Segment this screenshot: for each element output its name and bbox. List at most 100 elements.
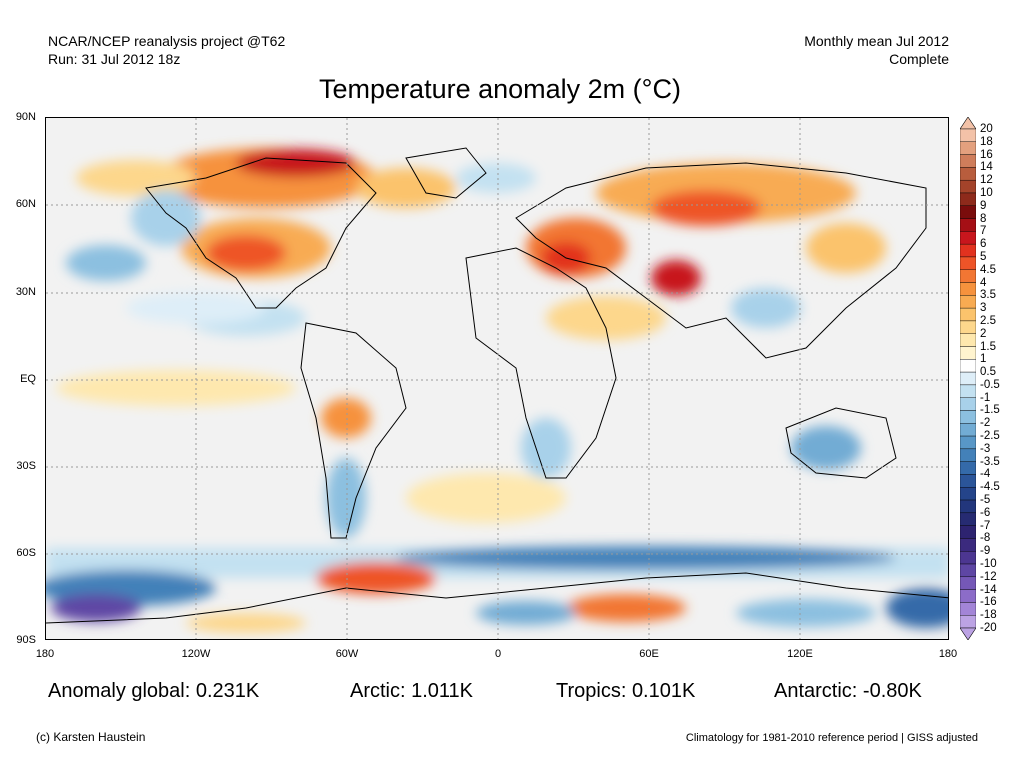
colorbar-tick-label: 10 [980, 186, 993, 199]
colorbar-swatch [960, 231, 976, 245]
colorbar-swatch [960, 243, 976, 258]
colorbar-swatch [960, 179, 976, 194]
colorbar-tick-label: 8 [980, 212, 987, 225]
colorbar-tick-label: -6 [980, 506, 991, 519]
colorbar-swatch [960, 474, 976, 488]
colorbar-swatch [960, 269, 976, 283]
colorbar [960, 117, 976, 640]
antarctic-anomaly: Antarctic: -0.80K [774, 680, 922, 702]
lon-label-120e: 120E [787, 648, 813, 660]
colorbar-swatch [960, 615, 976, 629]
colorbar-tick-label: 2 [980, 327, 987, 340]
colorbar-top-arrow [960, 117, 976, 130]
colorbar-swatch [960, 589, 976, 603]
lat-label-60s: 60S [16, 547, 36, 559]
colorbar-tick-label: 1.5 [980, 340, 996, 353]
colorbar-swatch [960, 128, 976, 142]
colorbar-tick-label: -4.5 [980, 481, 1000, 494]
colorbar-tick-label: 16 [980, 148, 993, 161]
colorbar-swatch [960, 346, 976, 360]
graticule [46, 118, 948, 639]
colorbar-tick-label: 18 [980, 135, 993, 148]
lon-label-120w: 120W [181, 648, 211, 660]
colorbar-tick-label: 1 [980, 353, 987, 366]
status-label: Complete [889, 51, 949, 67]
colorbar-swatch [960, 525, 976, 539]
map-title: Temperature anomaly 2m (°C) [319, 74, 681, 104]
anomaly-map [45, 117, 949, 640]
colorbar-tick-label: -12 [980, 570, 997, 583]
colorbar-tick-label: -1 [980, 391, 991, 404]
colorbar-swatch [960, 307, 976, 322]
lon-label-60w: 60W [335, 648, 359, 660]
lat-label-60n: 60N [15, 198, 36, 210]
header-right: Monthly mean Jul 2012 Complete [804, 32, 949, 68]
colorbar-swatch [960, 397, 976, 411]
tropics-anomaly: Tropics: 0.101K [556, 680, 696, 702]
colorbar-swatch [960, 141, 976, 155]
lat-label-eq: EQ [20, 373, 36, 385]
colorbar-tick-label: -8 [980, 532, 991, 545]
period-label: Monthly mean Jul 2012 [804, 33, 949, 49]
colorbar-swatch [960, 563, 976, 578]
colorbar-bottom-arrow [960, 627, 976, 640]
colorbar-tick-label: 3 [980, 302, 987, 315]
colorbar-tick-label: -16 [980, 596, 997, 609]
map-graphics [46, 118, 948, 639]
colorbar-tick-label: 5 [980, 250, 987, 263]
colorbar-swatch [960, 205, 976, 219]
colorbar-swatch [960, 384, 976, 398]
colorbar-swatch [960, 218, 976, 232]
colorbar-swatch [960, 192, 976, 206]
colorbar-tick-label: 3.5 [980, 289, 996, 302]
colorbar-swatch [960, 538, 976, 552]
lon-label-0: 0 [494, 648, 502, 660]
colorbar-tick-label: -2 [980, 417, 991, 430]
colorbar-tick-label: 2.5 [980, 314, 996, 327]
colorbar-tick-label: 0.5 [980, 366, 996, 379]
colorbar-swatch [960, 371, 976, 386]
colorbar-swatch [960, 461, 976, 475]
colorbar-swatch [960, 435, 976, 450]
colorbar-tick-label: -9 [980, 545, 991, 558]
colorbar-tick-label: -4 [980, 468, 991, 481]
colorbar-tick-label: -2.5 [980, 430, 1000, 443]
anomaly-shading [46, 148, 948, 633]
colorbar-swatch [960, 282, 976, 296]
colorbar-tick-label: 12 [980, 174, 993, 187]
colorbar-tick-label: -3.5 [980, 455, 1000, 468]
colorbar-swatch [960, 320, 976, 334]
colorbar-tick-label: 4.5 [980, 263, 996, 276]
colorbar-tick-label: -7 [980, 519, 991, 532]
lat-label-90n: 90N [15, 111, 36, 123]
colorbar-tick-label: -14 [980, 583, 997, 596]
colorbar-swatch [960, 256, 976, 270]
run-label: Run: 31 Jul 2012 18z [48, 51, 181, 67]
model-label: NCAR/NCEP reanalysis project @T62 [48, 33, 286, 49]
colorbar-tick-label: -3 [980, 442, 991, 455]
colorbar-swatch [960, 551, 976, 565]
colorbar-swatch [960, 423, 976, 437]
colorbar-tick-label: 4 [980, 276, 987, 289]
colorbar-swatch [960, 499, 976, 514]
colorbar-tick-label: -18 [980, 609, 997, 622]
colorbar-swatch [960, 154, 976, 168]
global-anomaly: Anomaly global: 0.231K [48, 680, 260, 702]
coastlines [46, 147, 948, 624]
lon-label-60e: 60E [639, 648, 659, 660]
arctic-anomaly: Arctic: 1.011K [350, 680, 474, 702]
colorbar-swatch [960, 487, 976, 501]
climatology-note: Climatology for 1981-2010 reference peri… [685, 732, 978, 744]
colorbar-tick-label: 9 [980, 199, 987, 212]
colorbar-swatch [960, 602, 976, 616]
colorbar-swatch [960, 167, 976, 181]
colorbar-tick-label: -20 [980, 622, 997, 634]
copyright: (c) Karsten Haustein [36, 730, 146, 744]
lon-label-180w: 180 [35, 648, 55, 660]
colorbar-swatch [960, 410, 976, 424]
colorbar-swatch [960, 295, 976, 309]
header-left: NCAR/NCEP reanalysis project @T62 Run: 3… [48, 32, 285, 68]
colorbar-tick-label: 7 [980, 225, 987, 238]
lat-label-90s: 90S [16, 634, 36, 646]
colorbar-tick-label: -1.5 [980, 404, 1000, 417]
